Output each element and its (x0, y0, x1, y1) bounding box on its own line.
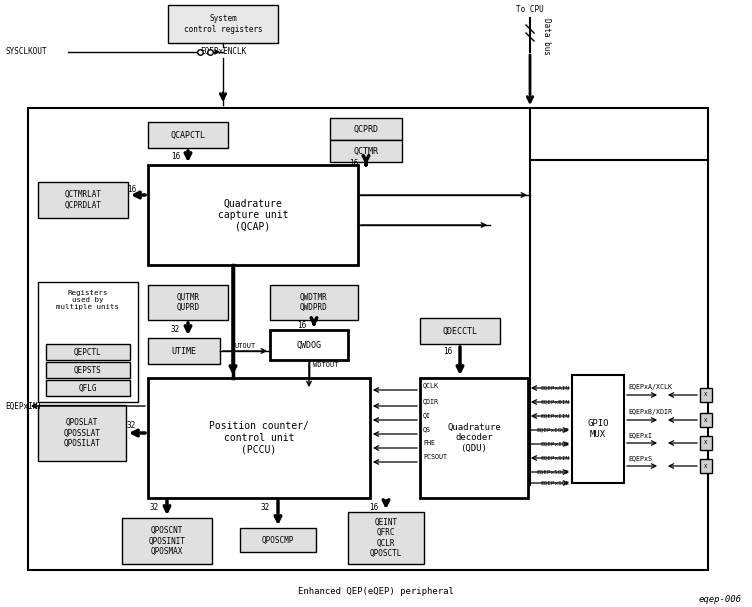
Text: EQEPxBIN: EQEPxBIN (540, 399, 569, 404)
Bar (46, 380, 130, 396)
Text: QEPSTS: QEPSTS (74, 365, 102, 375)
Text: QWDOG: QWDOG (296, 341, 322, 350)
Text: 32: 32 (150, 503, 159, 512)
Bar (270, 330, 348, 360)
Bar (240, 528, 316, 552)
Text: QPOSCMP: QPOSCMP (262, 535, 294, 544)
Text: EQEPxAIN: EQEPxAIN (540, 385, 569, 390)
Bar (148, 338, 220, 364)
Text: 16: 16 (443, 347, 452, 356)
Text: Quadrature
decoder
(QDU): Quadrature decoder (QDU) (447, 423, 501, 453)
Text: EQEPxB/XDIR: EQEPxB/XDIR (628, 409, 672, 415)
Text: 16: 16 (171, 152, 180, 161)
Text: EQEPxINT: EQEPxINT (5, 401, 42, 410)
Bar (420, 378, 528, 498)
Text: 16: 16 (368, 503, 378, 512)
Text: EQEPxIIN: EQEPxIIN (540, 413, 569, 418)
Bar (420, 318, 500, 344)
Bar (330, 118, 402, 140)
Bar (700, 459, 712, 473)
Text: Enhanced QEP(eQEP) peripheral: Enhanced QEP(eQEP) peripheral (298, 586, 454, 595)
Bar (572, 375, 624, 483)
Text: Registers
used by
multiple units: Registers used by multiple units (56, 290, 120, 310)
Text: QUTMR
QUPRD: QUTMR QUPRD (177, 293, 199, 312)
Text: SYSCLKOUT: SYSCLKOUT (5, 47, 47, 56)
Text: UTOUT: UTOUT (235, 343, 256, 349)
Text: WDTOUT: WDTOUT (313, 362, 338, 368)
Text: UTIME: UTIME (171, 347, 196, 356)
Bar (148, 378, 370, 498)
Bar (330, 140, 402, 162)
Text: PHE: PHE (423, 440, 435, 446)
Text: X: X (705, 418, 708, 422)
Bar (148, 122, 228, 148)
Text: 16: 16 (127, 185, 136, 194)
Text: QWDTMR
QWDPRD: QWDTMR QWDPRD (300, 293, 328, 312)
Text: QCAPCTL: QCAPCTL (171, 131, 205, 140)
Bar (348, 512, 424, 564)
Text: GPIO
MUX: GPIO MUX (587, 419, 609, 439)
Bar (46, 344, 130, 360)
Text: Data bus: Data bus (542, 18, 551, 55)
Text: X: X (705, 393, 708, 398)
Text: EQEPxENCLK: EQEPxENCLK (200, 47, 246, 55)
Text: X: X (705, 464, 708, 469)
Bar (122, 518, 212, 564)
Bar (700, 413, 712, 427)
Text: eqep-006: eqep-006 (699, 594, 742, 603)
Text: EQEPxSOE: EQEPxSOE (540, 481, 569, 486)
Bar (148, 285, 228, 320)
Text: Position counter/
control unit
(PCCU): Position counter/ control unit (PCCU) (209, 421, 309, 455)
Bar (700, 436, 712, 450)
Text: 32: 32 (261, 503, 270, 512)
Bar (46, 362, 130, 378)
Text: EQEPxIOE: EQEPxIOE (540, 441, 569, 447)
Text: QEPCTL: QEPCTL (74, 347, 102, 356)
Text: QCPRD: QCPRD (353, 124, 378, 134)
Text: 16: 16 (349, 159, 358, 168)
Text: 16: 16 (297, 320, 306, 330)
Text: EQEPxI: EQEPxI (628, 432, 652, 438)
Text: QCTMR: QCTMR (353, 146, 378, 155)
Bar (700, 388, 712, 402)
Text: QPOSLAT
QPOSSLAT
QPOSILAT: QPOSLAT QPOSSLAT QPOSILAT (63, 418, 101, 448)
Text: QPOSCNT
QPOSINIT
QPOSMAX: QPOSCNT QPOSINIT QPOSMAX (148, 526, 186, 556)
Text: QDIR: QDIR (423, 398, 439, 404)
Bar (168, 5, 278, 43)
Text: EQEPxSOUT: EQEPxSOUT (536, 469, 569, 475)
Text: PCSOUT: PCSOUT (423, 454, 447, 460)
Bar (38, 182, 128, 218)
Text: QEINT
QFRC
QCLR
QPOSCTL: QEINT QFRC QCLR QPOSCTL (370, 518, 402, 558)
Bar (38, 282, 138, 402)
Text: 32: 32 (171, 325, 180, 333)
Text: QS: QS (423, 426, 431, 432)
Text: Quadrature
capture unit
(QCAP): Quadrature capture unit (QCAP) (218, 198, 288, 232)
Text: QCLK: QCLK (423, 382, 439, 388)
Text: QI: QI (423, 412, 431, 418)
Text: System
control registers: System control registers (183, 15, 262, 34)
Bar (270, 285, 358, 320)
Text: EQEPxSIN: EQEPxSIN (540, 455, 569, 461)
Bar (148, 165, 358, 265)
Text: To CPU: To CPU (516, 5, 544, 15)
Text: QCTMRLAT
QCPRDLAT: QCTMRLAT QCPRDLAT (65, 191, 102, 209)
Text: QDECCTL: QDECCTL (442, 327, 478, 336)
Bar (28, 108, 708, 570)
Text: 32: 32 (127, 421, 136, 430)
Text: EQEPxIOUT: EQEPxIOUT (536, 427, 569, 433)
Text: QFLG: QFLG (79, 384, 97, 393)
Text: EQEPxA/XCLK: EQEPxA/XCLK (628, 384, 672, 390)
Text: X: X (705, 441, 708, 446)
Bar (38, 405, 126, 461)
Text: EQEPxS: EQEPxS (628, 455, 652, 461)
